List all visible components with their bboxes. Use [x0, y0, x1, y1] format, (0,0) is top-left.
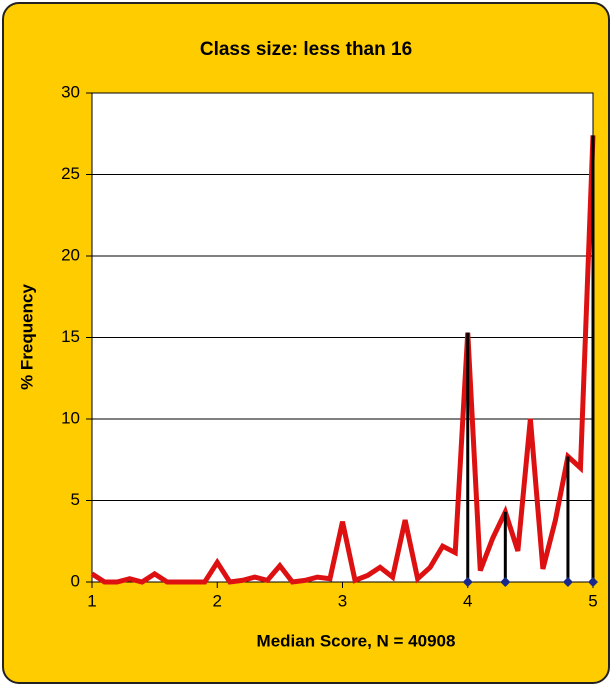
- y-tick-label: 5: [71, 490, 80, 509]
- x-tick-label: 2: [213, 591, 222, 610]
- stem-marker: [500, 577, 511, 587]
- y-tick-label: 10: [61, 408, 80, 427]
- x-axis-label: Median Score, N = 40908: [257, 631, 456, 650]
- y-tick-label: 0: [71, 571, 80, 590]
- y-tick-label: 30: [61, 82, 80, 101]
- x-tick-label: 3: [338, 591, 347, 610]
- x-tick-label: 5: [588, 591, 597, 610]
- stem-marker: [462, 577, 473, 587]
- y-tick-label: 15: [61, 327, 80, 346]
- y-tick-label: 20: [61, 245, 80, 264]
- x-tick-label: 1: [87, 591, 96, 610]
- chart-title: Class size: less than 16: [200, 39, 412, 60]
- y-tick-label: 25: [61, 164, 80, 183]
- stem-marker: [562, 577, 573, 587]
- y-axis-label: % Frequency: [17, 284, 36, 390]
- data-line: [90, 135, 596, 585]
- stem-marker: [588, 577, 598, 587]
- x-tick-label: 4: [463, 591, 472, 610]
